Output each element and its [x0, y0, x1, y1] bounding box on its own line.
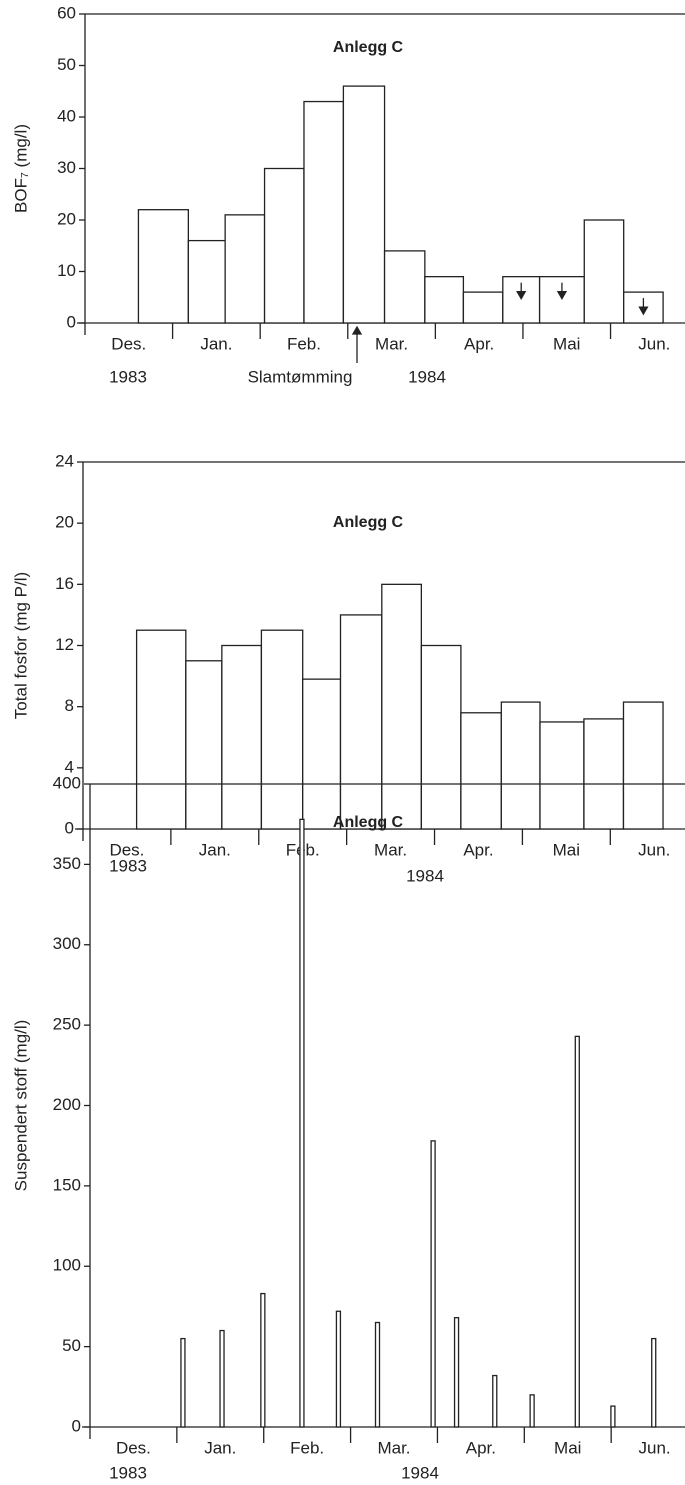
x-tick-label: Apr.: [464, 334, 494, 353]
y-tick-label: 0: [65, 818, 74, 837]
y-tick-label: 350: [53, 854, 81, 873]
y-tick-label: 400: [53, 773, 81, 792]
bar: [135, 629, 187, 830]
bar: [462, 291, 504, 324]
x-tick-label: Mar.: [374, 840, 407, 859]
bar: [339, 614, 383, 830]
x-tick-label: Jun.: [638, 334, 670, 353]
x-tick-label: Apr.: [466, 1438, 496, 1457]
x-tick-label: Mar.: [375, 334, 408, 353]
y-axis-label: Suspendert stoff (mg/l): [11, 1020, 30, 1192]
bar: [187, 239, 226, 324]
y-tick-label: 16: [55, 574, 74, 593]
x-tick-label: Des.: [111, 334, 146, 353]
x-tick-label: Jan.: [199, 840, 231, 859]
bar: [529, 1394, 535, 1428]
y-tick-label: 12: [55, 635, 74, 654]
bar: [424, 275, 465, 324]
bar: [335, 1310, 342, 1428]
bar: [342, 85, 386, 324]
x-tick-label: Jan.: [204, 1438, 236, 1457]
x-tick-label: Mar.: [377, 1438, 410, 1457]
bar: [221, 644, 263, 830]
x-tick-label: Jan.: [200, 334, 232, 353]
event-arrow-head: [351, 325, 363, 335]
bar: [460, 712, 502, 830]
x-tick-label: Mai: [553, 334, 580, 353]
annotation: 1984: [401, 1463, 439, 1482]
annotation: 1983: [109, 1463, 147, 1482]
annotation: Slamtømming: [248, 367, 353, 386]
y-tick-label: 60: [57, 3, 76, 22]
annotation: 1983: [109, 367, 147, 386]
bar: [492, 1374, 498, 1428]
y-tick-label: 50: [62, 1336, 81, 1355]
bar: [219, 1329, 225, 1428]
bar: [583, 718, 625, 830]
y-tick-label: 8: [65, 696, 74, 715]
y-tick-label: 20: [57, 209, 76, 228]
y-tick-label: 30: [57, 158, 76, 177]
bar: [137, 209, 190, 324]
y-tick-label: 300: [53, 934, 81, 953]
bar: [430, 1140, 436, 1428]
bar: [610, 1405, 616, 1428]
y-tick-label: 20: [55, 513, 74, 532]
x-tick-label: Apr.: [463, 840, 493, 859]
x-tick-label: Jun.: [639, 1438, 671, 1457]
y-tick-label: 0: [72, 1416, 81, 1435]
bar: [260, 629, 304, 830]
x-tick-label: Des.: [116, 1438, 151, 1457]
y-tick-label: 24: [55, 451, 74, 470]
y-tick-label: 100: [53, 1256, 81, 1275]
bar: [453, 1317, 460, 1428]
y-tick-label: 200: [53, 1095, 81, 1114]
bar: [299, 818, 305, 1428]
bar: [622, 701, 664, 830]
y-tick-label: 150: [53, 1175, 81, 1194]
bar: [180, 1337, 186, 1428]
bar: [302, 678, 342, 830]
bar: [260, 1292, 266, 1428]
x-tick-label: Feb.: [287, 334, 321, 353]
annotation: 1984: [408, 367, 446, 386]
chart-title: Anlegg C: [333, 514, 404, 531]
y-tick-label: 40: [57, 106, 76, 125]
bar: [651, 1337, 657, 1428]
chart-title: Anlegg C: [333, 814, 404, 831]
bar: [420, 644, 462, 830]
bar: [263, 167, 305, 324]
annotation: 1983: [109, 856, 147, 875]
bar: [574, 1035, 580, 1428]
x-tick-label: Des.: [109, 840, 144, 859]
bar: [539, 721, 585, 830]
x-tick-label: Mai: [553, 840, 580, 859]
bar: [381, 583, 423, 830]
y-tick-label: 4: [65, 757, 74, 776]
less-than-arrow-head: [638, 306, 649, 316]
x-tick-label: Feb.: [290, 1438, 324, 1457]
bar: [500, 701, 541, 830]
x-tick-label: Mai: [554, 1438, 581, 1457]
y-tick-label: 50: [57, 55, 76, 74]
y-tick-label: 0: [67, 312, 76, 331]
bar: [303, 100, 345, 324]
y-axis-label: BOF₇ (mg/l): [11, 124, 30, 213]
bar: [185, 660, 223, 830]
bar: [374, 1321, 381, 1428]
chart-title: Anlegg C: [333, 39, 404, 56]
bar: [224, 214, 266, 324]
bar: [383, 250, 426, 324]
less-than-arrow-head: [556, 291, 568, 300]
annotation: 1984: [406, 866, 444, 885]
y-tick-label: 250: [53, 1015, 81, 1034]
less-than-arrow-head: [516, 291, 527, 300]
y-axis-label: Total fosfor (mg P/l): [11, 572, 30, 719]
bar: [583, 219, 625, 324]
x-tick-label: Jun.: [638, 840, 670, 859]
y-tick-label: 10: [57, 261, 76, 280]
